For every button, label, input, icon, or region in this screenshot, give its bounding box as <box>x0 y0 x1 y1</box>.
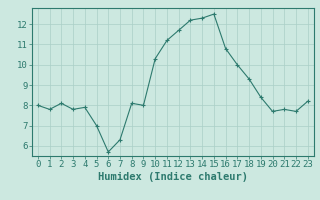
X-axis label: Humidex (Indice chaleur): Humidex (Indice chaleur) <box>98 172 248 182</box>
